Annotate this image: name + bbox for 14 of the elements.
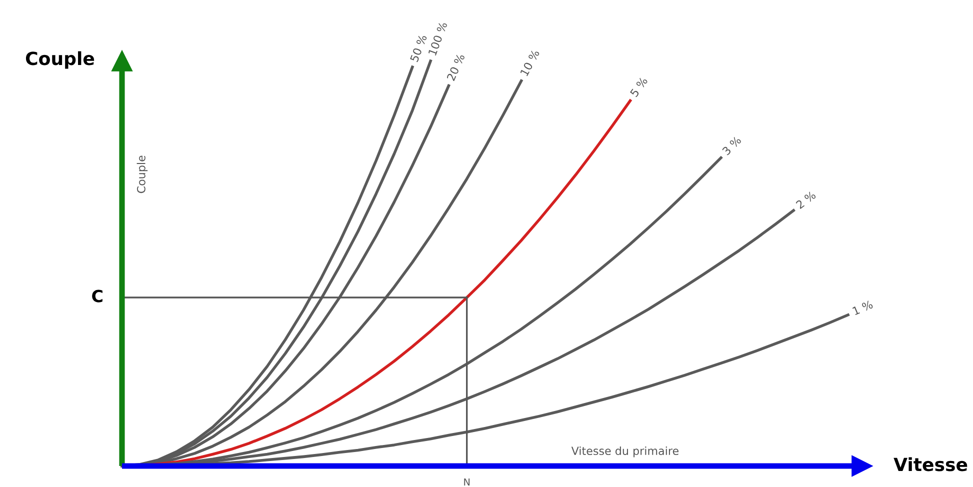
ref-line-label: C (92, 290, 102, 302)
x-axis-title: Vitesse (894, 457, 968, 472)
text: 5 % (630, 76, 648, 98)
y-axis-title: Couple (26, 51, 94, 69)
text: 100 % (428, 21, 448, 56)
text: 50 % (410, 34, 428, 62)
text: N (464, 478, 470, 486)
text: 3 % (722, 136, 742, 156)
text: 10 % (520, 49, 540, 76)
annotation: Couple (136, 156, 148, 194)
text: 20 % (446, 53, 465, 82)
text: 2 % (795, 190, 816, 210)
annotation: Vitesse du primaire (571, 446, 678, 458)
text: 1 % (852, 300, 874, 316)
